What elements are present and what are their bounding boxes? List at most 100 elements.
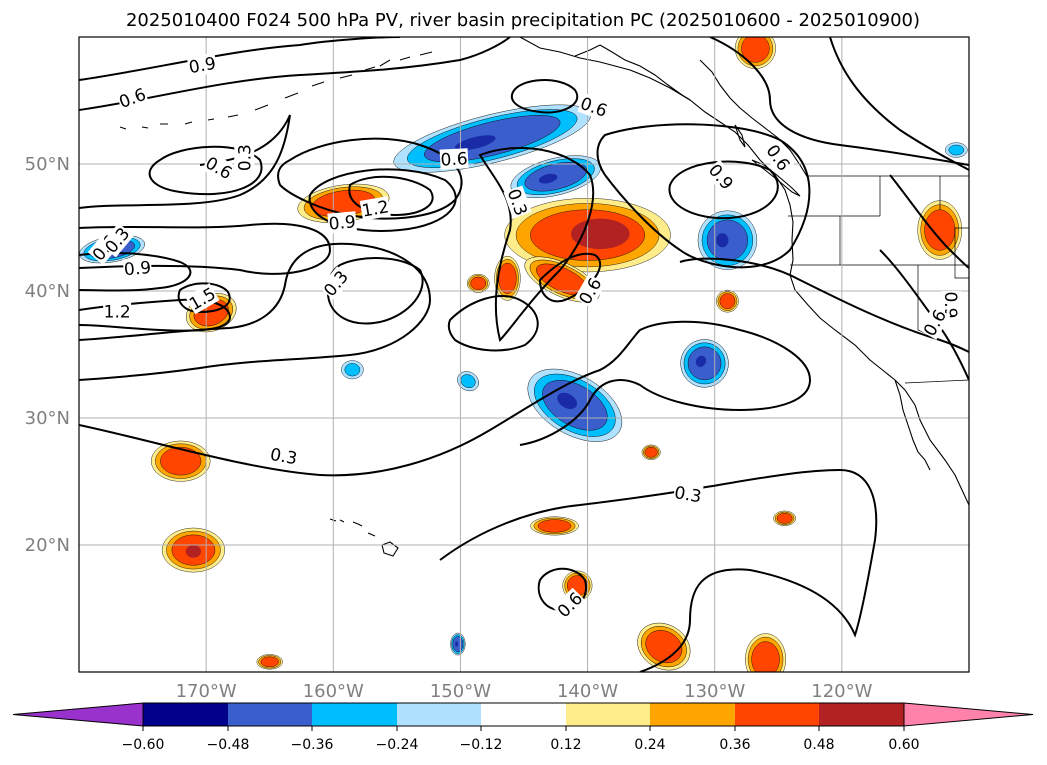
- map-plot-area: 0.90.60.60.60.60.30.6 0.31.20.90.91.2 1.5 0…: [79, 37, 969, 672]
- contour-label-bg: [100, 223, 134, 258]
- contour-label-bg: [503, 185, 532, 219]
- colorbar-tick-label: 0.24: [634, 737, 665, 753]
- contour-label-text: 1.2: [360, 197, 390, 221]
- lat-tick-label: 20°N: [25, 535, 70, 556]
- colorbar-segment: [481, 703, 566, 726]
- pv-contour-0.6-west-arc: [447, 295, 539, 352]
- us-mexico-border: [904, 379, 969, 384]
- colorbar-outline: [142, 702, 905, 727]
- colorbar-extend-max: [903, 702, 1034, 727]
- haida-gwaii: [734, 124, 746, 148]
- negative-precip-region: [680, 339, 729, 388]
- pv-contour-0.6-north: [79, 37, 511, 111]
- colorbar-tick-label: 0.36: [719, 737, 750, 753]
- contour-label-bg: [115, 83, 149, 113]
- negative-precip-region: [341, 360, 364, 380]
- negative-precip-region: [450, 632, 466, 656]
- precip-ring: [498, 262, 517, 294]
- contour-label-bg: [439, 148, 469, 170]
- contour-label-bg: [574, 273, 606, 309]
- pv-contour-0.3-loop-left: [79, 114, 291, 209]
- precip-ring: [741, 37, 770, 63]
- contour-label-text: 0.9: [123, 258, 152, 280]
- precip-shading-layer: [79, 37, 968, 672]
- aleutian-islands: [119, 51, 433, 130]
- latitude-tick-labels: 20°N 30°N 40°N 50°N: [25, 154, 70, 556]
- pv-contour-0.6-east-arc: [679, 257, 969, 353]
- positive-precip-region: [530, 516, 579, 536]
- pv-contour-0.3-ne: [889, 174, 969, 269]
- contour-label-bg: [234, 143, 255, 172]
- contour-label: 0.3: [319, 266, 353, 301]
- pv-contour-0.3-left-lobes: [79, 222, 332, 275]
- colorbar-tick-labels: −0.60 −0.48 −0.36 −0.24 −0.12 0.12 0.24 0.36 0.4…: [122, 726, 920, 753]
- colorbar-tick-label: −0.48: [207, 737, 250, 753]
- contour-label-bg: [268, 443, 300, 469]
- precip-ring: [644, 447, 658, 458]
- contour-label: 0.9: [327, 211, 358, 235]
- baja-peninsula-coastline: [894, 379, 931, 471]
- precip-core-neg: [716, 233, 729, 248]
- positive-precip-region: [637, 622, 691, 671]
- pv-contour-0.9-east: [668, 160, 779, 220]
- contour-label-bg: [919, 305, 951, 340]
- positive-precip-region: [641, 444, 661, 460]
- positive-precip-region: [185, 545, 202, 558]
- colorbar: [12, 702, 1034, 727]
- contour-label-bg: [122, 256, 153, 280]
- contour-label-bg: [941, 290, 962, 319]
- coastline-layer: [119, 37, 969, 557]
- colorbar-tick-label: −0.60: [122, 737, 165, 753]
- colorbar-segment: [735, 703, 819, 726]
- lon-tick-label: 170°W: [176, 681, 237, 702]
- precip-ring: [160, 447, 202, 476]
- lon-tick-label: 150°W: [430, 681, 491, 702]
- positive-precip-region: [716, 289, 739, 313]
- contour-label-bg: [359, 196, 391, 221]
- precip-core-neg: [557, 392, 578, 410]
- pv-contour-layer: [79, 37, 969, 672]
- contour-label-bg: [552, 587, 587, 622]
- contour-label-text: 0.3: [673, 483, 703, 507]
- precip-ring: [924, 209, 956, 251]
- contour-label: 1.2: [359, 196, 391, 222]
- contour-label: 0.9: [122, 256, 153, 280]
- contour-label-text: 1.2: [104, 302, 131, 322]
- precip-ring: [751, 641, 780, 672]
- pv-contour-0.6-northeast: [709, 37, 969, 166]
- contour-label-bg: [185, 282, 220, 315]
- lon-tick-label: 140°W: [557, 681, 618, 702]
- precip-ring: [948, 144, 965, 156]
- precip-ring: [719, 293, 736, 309]
- contour-label-bg: [186, 52, 218, 78]
- colorbar-tick-label: 0.12: [550, 737, 581, 753]
- precip-core-0.48: [571, 218, 630, 250]
- lon-tick-label: 120°W: [811, 681, 872, 702]
- negative-precip-region: [510, 155, 601, 198]
- contour-label-bg: [762, 140, 795, 175]
- lat-tick-label: 30°N: [25, 408, 70, 429]
- lat-tick-label: 50°N: [25, 154, 70, 175]
- positive-precip-region: [734, 37, 776, 69]
- pv-contour-0.6-central: [538, 252, 602, 303]
- pv-contour-1.2-left: [79, 298, 232, 332]
- contour-label-text: 0.6: [202, 153, 235, 184]
- colorbar-tick-label: −0.36: [291, 737, 334, 753]
- precip-core-neg: [695, 355, 707, 367]
- pv-contour-0.6-belt: [277, 137, 463, 220]
- positive-precip-region: [745, 633, 787, 672]
- precip-core-neg: [455, 641, 459, 647]
- contour-label-text: 0.3: [268, 445, 298, 469]
- precip-core-0.48: [185, 545, 202, 558]
- contour-label: 0.9: [940, 290, 962, 319]
- us-state-borders: [788, 176, 969, 353]
- colorbar-extend-min: [12, 702, 144, 727]
- lon-tick-label: 130°W: [684, 681, 745, 702]
- alaska-islands: [574, 44, 691, 101]
- contour-label-bg: [201, 152, 236, 184]
- political-borders: [788, 175, 969, 384]
- precip-ring: [460, 374, 476, 389]
- pv-contour-1.5-loop: [177, 282, 231, 314]
- colorbar-segment: [650, 703, 735, 726]
- contour-label-bg: [672, 481, 704, 507]
